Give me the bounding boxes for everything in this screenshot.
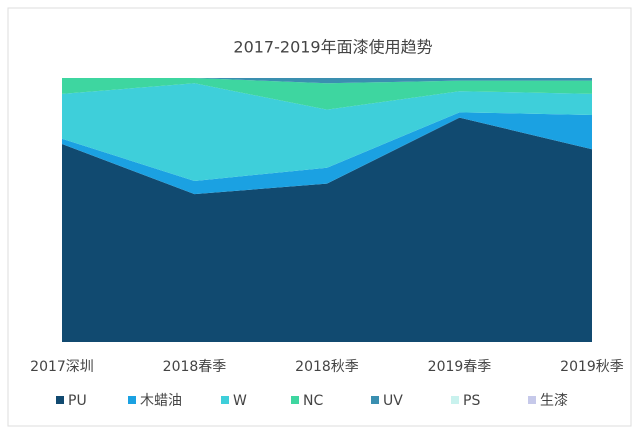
legend-swatch [128, 396, 136, 404]
chart-title: 2017-2019年面漆使用趋势 [233, 38, 432, 57]
legend-label: PU [68, 393, 87, 409]
legend-swatch [221, 396, 229, 404]
area [62, 78, 592, 84]
area [62, 83, 592, 181]
legend-swatch [291, 396, 299, 404]
legend-label: 生漆 [540, 393, 568, 409]
area [62, 78, 592, 110]
legend-swatch [528, 396, 536, 404]
area [62, 117, 592, 342]
area [62, 112, 592, 195]
legend-label: NC [303, 393, 323, 409]
x-tick-label: 2017深圳 [30, 359, 94, 375]
legend-label: W [233, 393, 247, 409]
x-tick-label: 2018春季 [163, 359, 227, 375]
legend-swatch [371, 396, 379, 404]
x-tick-label: 2018秋季 [295, 359, 359, 375]
legend-label: UV [383, 393, 403, 409]
legend-swatch [56, 396, 64, 404]
legend-swatch [451, 396, 459, 404]
x-tick-label: 2019春季 [428, 359, 492, 375]
x-tick-label: 2019秋季 [560, 359, 624, 375]
legend-label: PS [463, 393, 480, 409]
legend-label: 木蜡油 [140, 393, 182, 409]
